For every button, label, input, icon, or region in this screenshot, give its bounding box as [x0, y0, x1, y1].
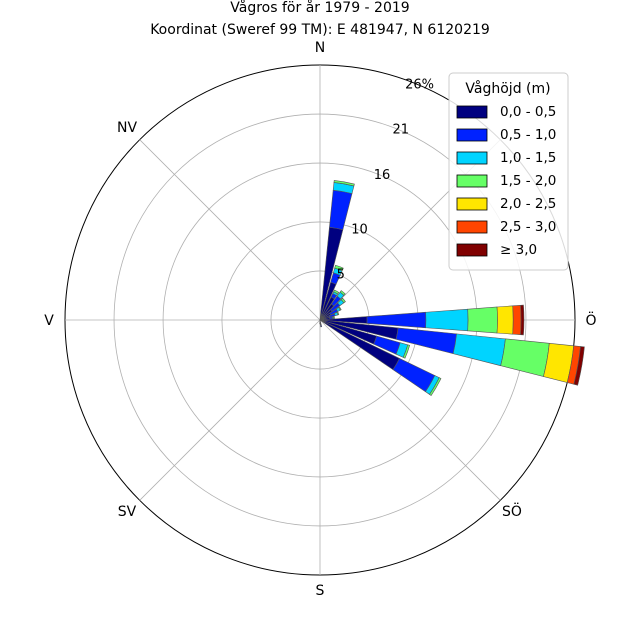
wave-bar-segment — [467, 306, 498, 334]
radial-tick-label: 10 — [351, 222, 368, 237]
legend-swatch — [456, 174, 488, 188]
direction-label-nv: NV — [117, 120, 137, 136]
wave-bar-segment — [425, 308, 469, 332]
legend-label: 2,0 - 2,5 — [500, 196, 556, 212]
legend-label: 1,0 - 1,5 — [500, 150, 556, 166]
direction-label-s: S — [316, 583, 325, 599]
wave-bar-segment — [333, 180, 355, 187]
wave-bar-segment — [402, 344, 411, 359]
wave-bar-segment — [333, 289, 340, 295]
legend-label: 0,0 - 0,5 — [500, 104, 556, 120]
legend-label: 1,5 - 2,0 — [500, 173, 556, 189]
wave-bar-segment — [332, 316, 335, 319]
wave-bar-segment — [334, 264, 344, 272]
wave-bars — [319, 180, 585, 396]
legend-title: Våghöjd (m) — [465, 80, 550, 97]
chart-subtitle: Koordinat (Sweref 99 TM): E 481947, N 61… — [150, 22, 490, 38]
radial-ticks: 5 10 16 21 26% — [337, 77, 434, 282]
legend-label: 2,5 - 3,0 — [500, 219, 556, 235]
radial-tick-label: 26% — [405, 77, 434, 92]
wave-bar-segment — [319, 322, 321, 325]
legend-swatch — [456, 197, 488, 211]
legend: Våghöjd (m) 0,0 - 0,5 0,5 - 1,0 1,0 - 1,… — [448, 72, 569, 271]
direction-label-n: N — [315, 40, 325, 56]
direction-label-sv: SV — [118, 504, 137, 520]
direction-label-so: SÖ — [502, 502, 522, 520]
wave-bar-segment — [520, 304, 525, 336]
direction-labels: N Ö S V NV SV SÖ — [44, 40, 596, 599]
wave-bar-segment — [338, 306, 342, 311]
radial-tick-label: 21 — [393, 123, 410, 138]
legend-swatch — [456, 105, 488, 119]
wave-bar-segment — [320, 324, 323, 328]
wave-bar-segment — [429, 377, 442, 396]
legend-swatch — [456, 243, 488, 257]
radial-tick-label: 5 — [337, 268, 345, 283]
legend-box — [448, 72, 569, 271]
legend-label: ≥ 3,0 — [500, 242, 537, 258]
wave-bar-segment — [336, 311, 340, 316]
grid-spoke — [139, 319, 321, 501]
wave-bar-segment — [340, 297, 346, 304]
wave-bar-segment — [339, 290, 346, 296]
radial-tick-label: 16 — [374, 168, 391, 183]
legend-label: 0,5 - 1,0 — [500, 127, 556, 143]
wave-bar-segment — [512, 304, 522, 336]
chart-title: Vågros för år 1979 - 2019 — [230, 0, 409, 16]
legend-swatch — [456, 151, 488, 165]
direction-label-v: V — [44, 313, 54, 329]
grid-spoke — [139, 139, 321, 321]
direction-label-o: Ö — [585, 311, 596, 329]
grid-spoke — [319, 319, 501, 501]
wave-bar-segment — [496, 305, 514, 335]
legend-swatch — [456, 220, 488, 234]
wave-bar-segment — [573, 346, 585, 386]
legend-swatch — [456, 128, 488, 142]
